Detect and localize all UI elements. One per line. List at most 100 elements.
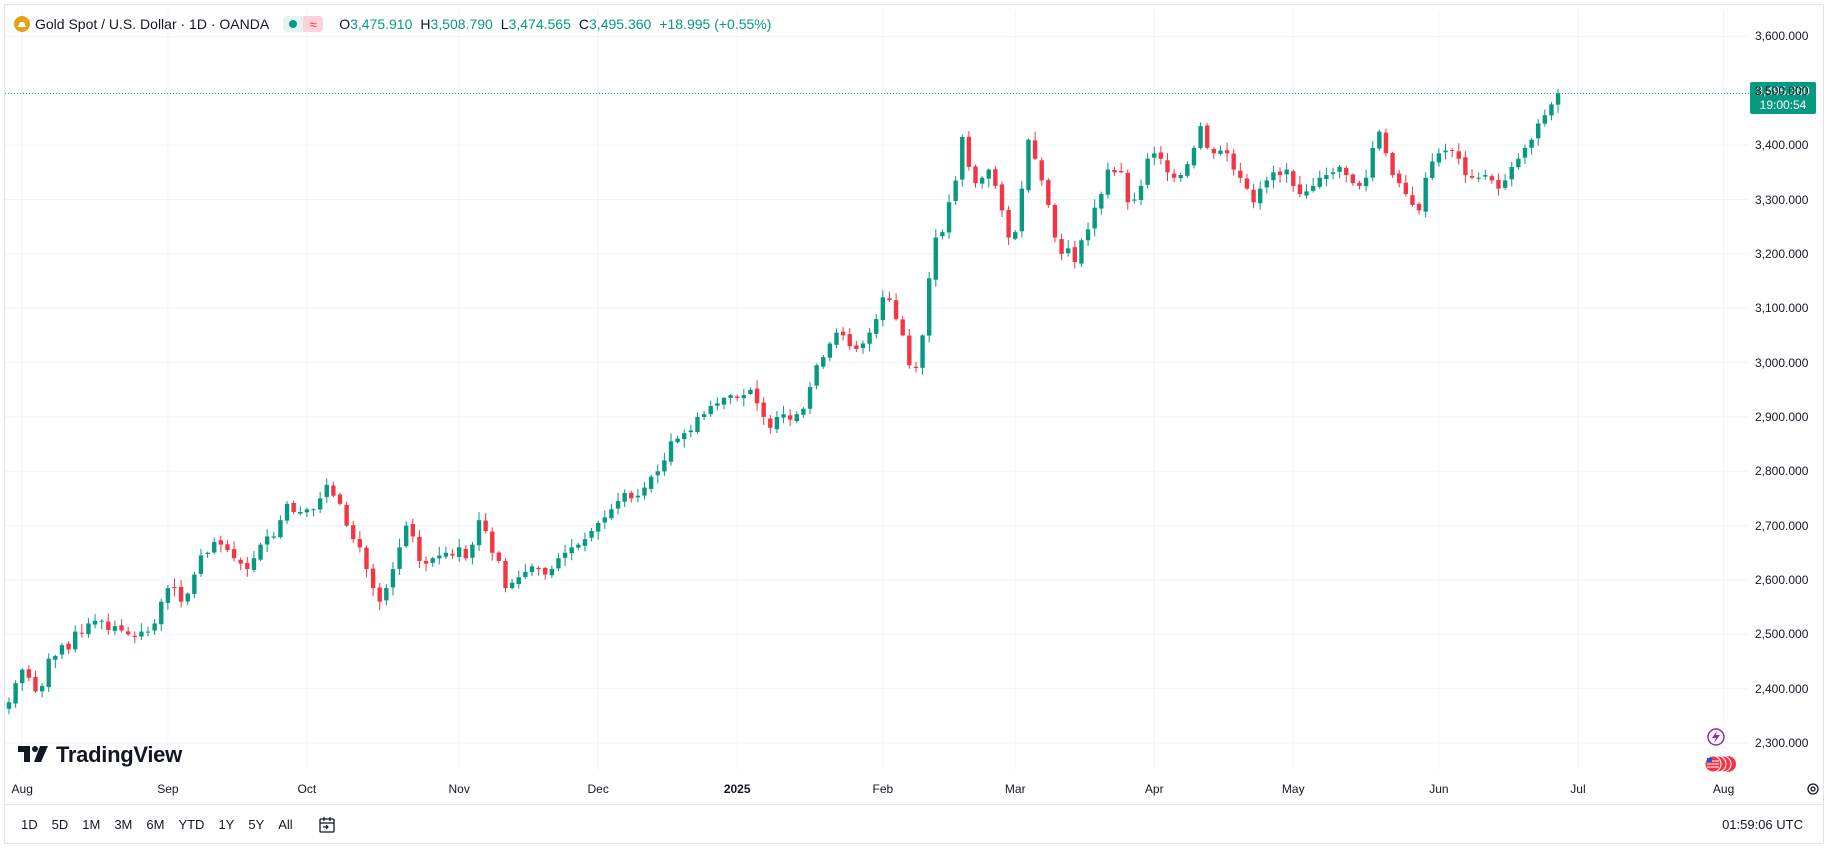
- candle: [1436, 148, 1442, 167]
- candle-body: [423, 560, 429, 564]
- candle: [609, 503, 614, 521]
- candle: [1297, 175, 1303, 198]
- utc-clock[interactable]: 01:59:06 UTC: [1722, 817, 1803, 832]
- candle-body: [1158, 152, 1164, 159]
- candle-body: [496, 552, 502, 561]
- symbol-title[interactable]: Gold Spot / U.S. Dollar · 1D · OANDA: [35, 16, 270, 32]
- candle-body: [536, 567, 541, 570]
- candle: [112, 620, 118, 635]
- range-6m-button[interactable]: 6M: [146, 817, 165, 832]
- dividends-lightning-icon[interactable]: [1707, 728, 1725, 746]
- x-tick-label: Nov: [448, 782, 470, 796]
- candle-body: [1516, 158, 1521, 168]
- candle-body: [397, 547, 402, 569]
- range-all-button[interactable]: All: [278, 817, 293, 832]
- y-tick-label: 3,300.000: [1755, 192, 1809, 207]
- chart-legend: Gold Spot / U.S. Dollar · 1D · OANDA ≈ O…: [14, 14, 771, 34]
- range-3m-button[interactable]: 3M: [114, 817, 133, 832]
- candle: [1218, 145, 1223, 156]
- range-5d-button[interactable]: 5D: [51, 817, 69, 832]
- candle-body: [33, 676, 38, 692]
- candle: [847, 327, 852, 351]
- candle-body: [178, 586, 184, 602]
- candle-body: [317, 498, 323, 510]
- candle: [13, 680, 18, 708]
- candle-body: [1357, 182, 1362, 186]
- range-1d-button[interactable]: 1D: [21, 817, 38, 832]
- x-tick-label: Oct: [297, 782, 317, 796]
- economic-events-flags-icon[interactable]: [1704, 755, 1736, 773]
- candle: [33, 670, 38, 694]
- candle-body: [854, 345, 859, 349]
- range-ytd-button[interactable]: YTD: [178, 817, 205, 832]
- candle: [926, 271, 932, 343]
- candle-body: [615, 501, 621, 509]
- candle: [807, 381, 813, 414]
- candle: [1052, 203, 1058, 243]
- candle-body: [1264, 180, 1269, 188]
- candle: [324, 478, 329, 503]
- candle-body: [1536, 123, 1541, 139]
- candle-body: [1205, 125, 1210, 148]
- candle-body: [794, 414, 799, 422]
- candle: [1105, 162, 1111, 199]
- candle: [59, 643, 65, 659]
- candle-body: [748, 389, 753, 394]
- candle: [529, 563, 535, 577]
- candle: [119, 619, 124, 633]
- candle: [1112, 166, 1117, 176]
- goto-date-calendar-icon[interactable]: [317, 815, 337, 835]
- range-1m-button[interactable]: 1M: [82, 817, 101, 832]
- candle-body: [1251, 189, 1256, 203]
- tradingview-brand[interactable]: TradingView: [18, 742, 182, 768]
- candle-body: [562, 552, 568, 558]
- candle-body: [821, 357, 826, 367]
- candle: [1185, 161, 1190, 179]
- candle-body: [569, 547, 574, 554]
- candle: [1423, 172, 1428, 218]
- candle-body: [165, 588, 171, 603]
- candle: [1350, 173, 1356, 186]
- candle: [979, 175, 985, 189]
- candle-body: [476, 520, 482, 546]
- candle-body: [1390, 153, 1395, 176]
- candle: [463, 544, 468, 561]
- candle: [1383, 128, 1389, 157]
- candle: [1370, 140, 1375, 182]
- candle-body: [715, 403, 720, 406]
- candle-body: [913, 366, 919, 368]
- x-tick-label: Jul: [1570, 782, 1586, 796]
- candle: [801, 407, 806, 418]
- candle-body: [662, 460, 667, 472]
- market-status-pill[interactable]: ≈: [283, 16, 324, 32]
- candle-body: [92, 620, 98, 625]
- candle: [1469, 169, 1475, 180]
- candle-body: [437, 555, 442, 559]
- candle-body: [1238, 170, 1243, 178]
- candle-body: [1145, 158, 1150, 185]
- candle-body: [668, 441, 674, 462]
- candle: [827, 341, 833, 362]
- settings-gear-icon[interactable]: [1806, 782, 1820, 801]
- candle: [1152, 146, 1157, 166]
- candle: [145, 626, 151, 637]
- gold-coin-icon[interactable]: [14, 16, 30, 32]
- change-value: +18.995 (+0.55%): [659, 16, 772, 32]
- candle-body: [993, 169, 998, 186]
- range-1y-button[interactable]: 1Y: [218, 817, 235, 832]
- candle: [496, 550, 502, 564]
- candle: [1205, 123, 1210, 150]
- candle-body: [1039, 160, 1044, 181]
- y-tick-label: 3,600.000: [1755, 29, 1809, 44]
- candle: [264, 529, 270, 553]
- range-5y-button[interactable]: 5Y: [248, 817, 265, 832]
- candle: [960, 134, 965, 187]
- candle: [172, 578, 177, 597]
- candle: [854, 340, 859, 352]
- candle-body: [304, 509, 310, 513]
- candle: [648, 474, 654, 493]
- candle: [192, 571, 197, 599]
- candle-body: [6, 702, 12, 709]
- candle-body: [1310, 185, 1316, 191]
